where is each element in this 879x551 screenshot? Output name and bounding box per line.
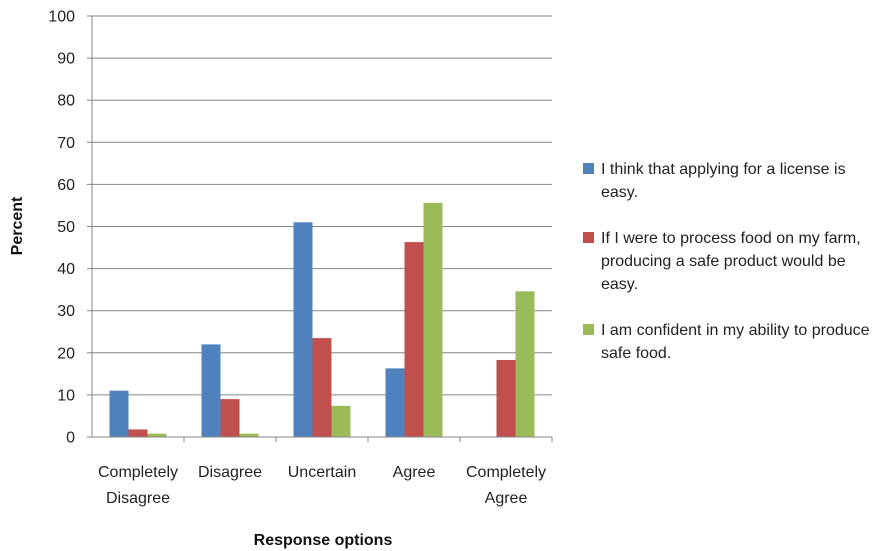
bar [331,405,351,437]
x-category-label: Agree [393,464,436,481]
x-category-label: Completely [466,464,546,481]
bar [128,429,148,437]
legend-swatch [583,324,594,335]
bars [109,202,535,437]
y-tick-label: 90 [57,51,75,68]
y-tick-label: 50 [57,219,75,236]
bar [147,433,167,437]
legend-item: If I were to process food on my farm, pr… [583,227,875,296]
x-category-label: Disagree [106,490,170,507]
legend-item: I think that applying for a license is e… [583,158,875,204]
bar [239,433,259,437]
legend-label: If I were to process food on my farm, pr… [601,230,861,293]
y-tick-label: 10 [57,387,75,404]
y-tick-label: 30 [57,303,75,320]
x-category-label: Disagree [198,464,262,481]
bar [109,390,129,437]
y-tick-label: 100 [48,9,75,26]
bar [423,202,443,437]
axes [91,16,553,442]
y-axis-ticks: 0 10 20 30 40 50 60 70 80 90 100 [48,9,92,447]
bar [312,338,332,437]
y-tick-label: 80 [57,93,75,110]
y-axis-title: Percent [9,196,26,255]
bar [385,368,405,437]
x-category-label: Uncertain [288,464,356,481]
legend: I think that applying for a license is e… [583,158,875,388]
bar [293,222,313,437]
y-tick-label: 70 [57,135,75,152]
x-category-label: Completely [98,464,178,481]
legend-item: I am confident in my ability to produce … [583,319,875,365]
y-tick-label: 40 [57,261,75,278]
x-axis-title: Response options [254,532,393,549]
x-axis-categories: Completely Disagree Disagree Uncertain Agree… [98,464,546,507]
x-category-label: Agree [485,490,528,507]
y-tick-label: 60 [57,177,75,194]
bar [404,242,424,437]
y-tick-label: 20 [57,345,75,362]
bar [220,399,240,437]
bar [201,344,221,437]
bar [515,291,535,437]
bar [496,359,516,437]
legend-swatch [583,232,594,243]
legend-swatch [583,163,594,174]
y-tick-label: 0 [66,430,75,447]
legend-label: I am confident in my ability to produce … [601,322,870,362]
legend-label: I think that applying for a license is e… [601,161,846,201]
gridlines [92,15,552,396]
